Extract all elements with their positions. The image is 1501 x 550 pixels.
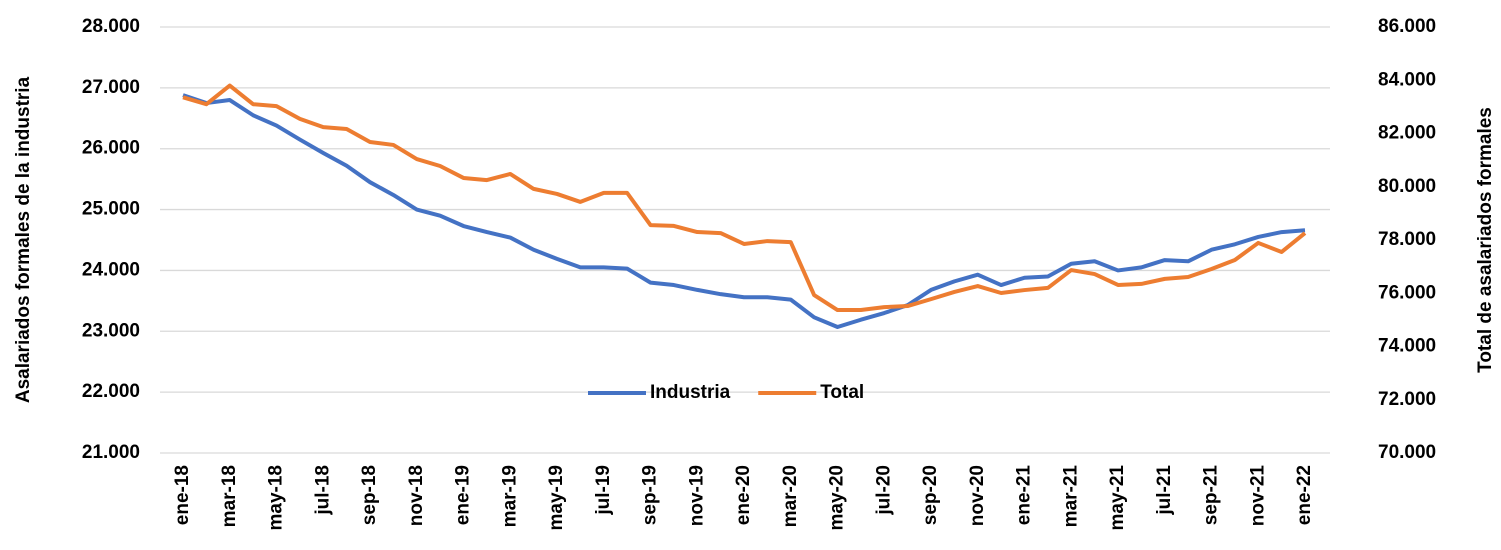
y-tick-label: 22.000 <box>82 381 140 402</box>
y-axis-title: Asalariados formales de la industria <box>13 76 34 403</box>
x-tick-label: may-18 <box>266 465 287 531</box>
y2-tick-label: 82.000 <box>1378 123 1436 144</box>
x-tick-label: jul-18 <box>312 465 333 516</box>
x-tick-label: jul-21 <box>1154 465 1175 516</box>
y2-tick-label: 74.000 <box>1378 336 1436 357</box>
y-tick-label: 24.000 <box>82 259 140 280</box>
x-tick-label: jul-20 <box>873 465 894 516</box>
x-tick-label: sep-20 <box>920 465 941 525</box>
y2-tick-label: 78.000 <box>1378 229 1436 250</box>
x-tick-label: ene-21 <box>1014 465 1035 526</box>
y2-tick-label: 70.000 <box>1378 442 1436 463</box>
x-tick-label: ene-20 <box>733 465 754 525</box>
x-tick-label: ene-22 <box>1294 465 1315 525</box>
x-tick-label: may-19 <box>546 465 567 531</box>
x-tick-label: mar-19 <box>499 465 520 527</box>
x-tick-label: mar-18 <box>219 465 240 527</box>
legend-label: Total <box>820 382 864 403</box>
x-tick-label: nov-19 <box>686 465 707 526</box>
x-tick-label: may-20 <box>827 465 848 531</box>
x-tick-label: mar-20 <box>780 465 801 527</box>
y-tick-label: 27.000 <box>82 77 140 98</box>
y2-tick-label: 76.000 <box>1378 282 1436 303</box>
legend-label: Industria <box>650 382 731 403</box>
y2-axis-title: Total de asalariados formales <box>1475 107 1496 373</box>
y2-tick-label: 84.000 <box>1378 69 1436 90</box>
x-tick-label: sep-18 <box>359 465 380 525</box>
x-tick-label: ene-19 <box>453 465 474 525</box>
y-tick-label: 23.000 <box>82 320 140 341</box>
x-tick-label: sep-21 <box>1201 465 1222 526</box>
y2-tick-label: 86.000 <box>1378 16 1436 37</box>
y-tick-label: 28.000 <box>82 16 140 37</box>
x-tick-label: sep-19 <box>640 465 661 525</box>
x-tick-label: nov-18 <box>406 465 427 526</box>
y-tick-label: 21.000 <box>82 442 140 463</box>
x-tick-label: may-21 <box>1107 465 1128 531</box>
y2-tick-label: 72.000 <box>1378 389 1436 410</box>
y2-tick-label: 80.000 <box>1378 176 1436 197</box>
series-line <box>182 93 1306 330</box>
x-tick-label: jul-19 <box>593 465 614 516</box>
y-tick-label: 26.000 <box>82 138 140 159</box>
x-tick-label: ene-18 <box>172 465 193 525</box>
x-tick-label: mar-21 <box>1060 465 1081 528</box>
series-line <box>182 83 1307 313</box>
x-tick-label: nov-21 <box>1247 465 1268 527</box>
y-tick-label: 25.000 <box>82 199 140 220</box>
x-tick-label: nov-20 <box>967 465 988 526</box>
